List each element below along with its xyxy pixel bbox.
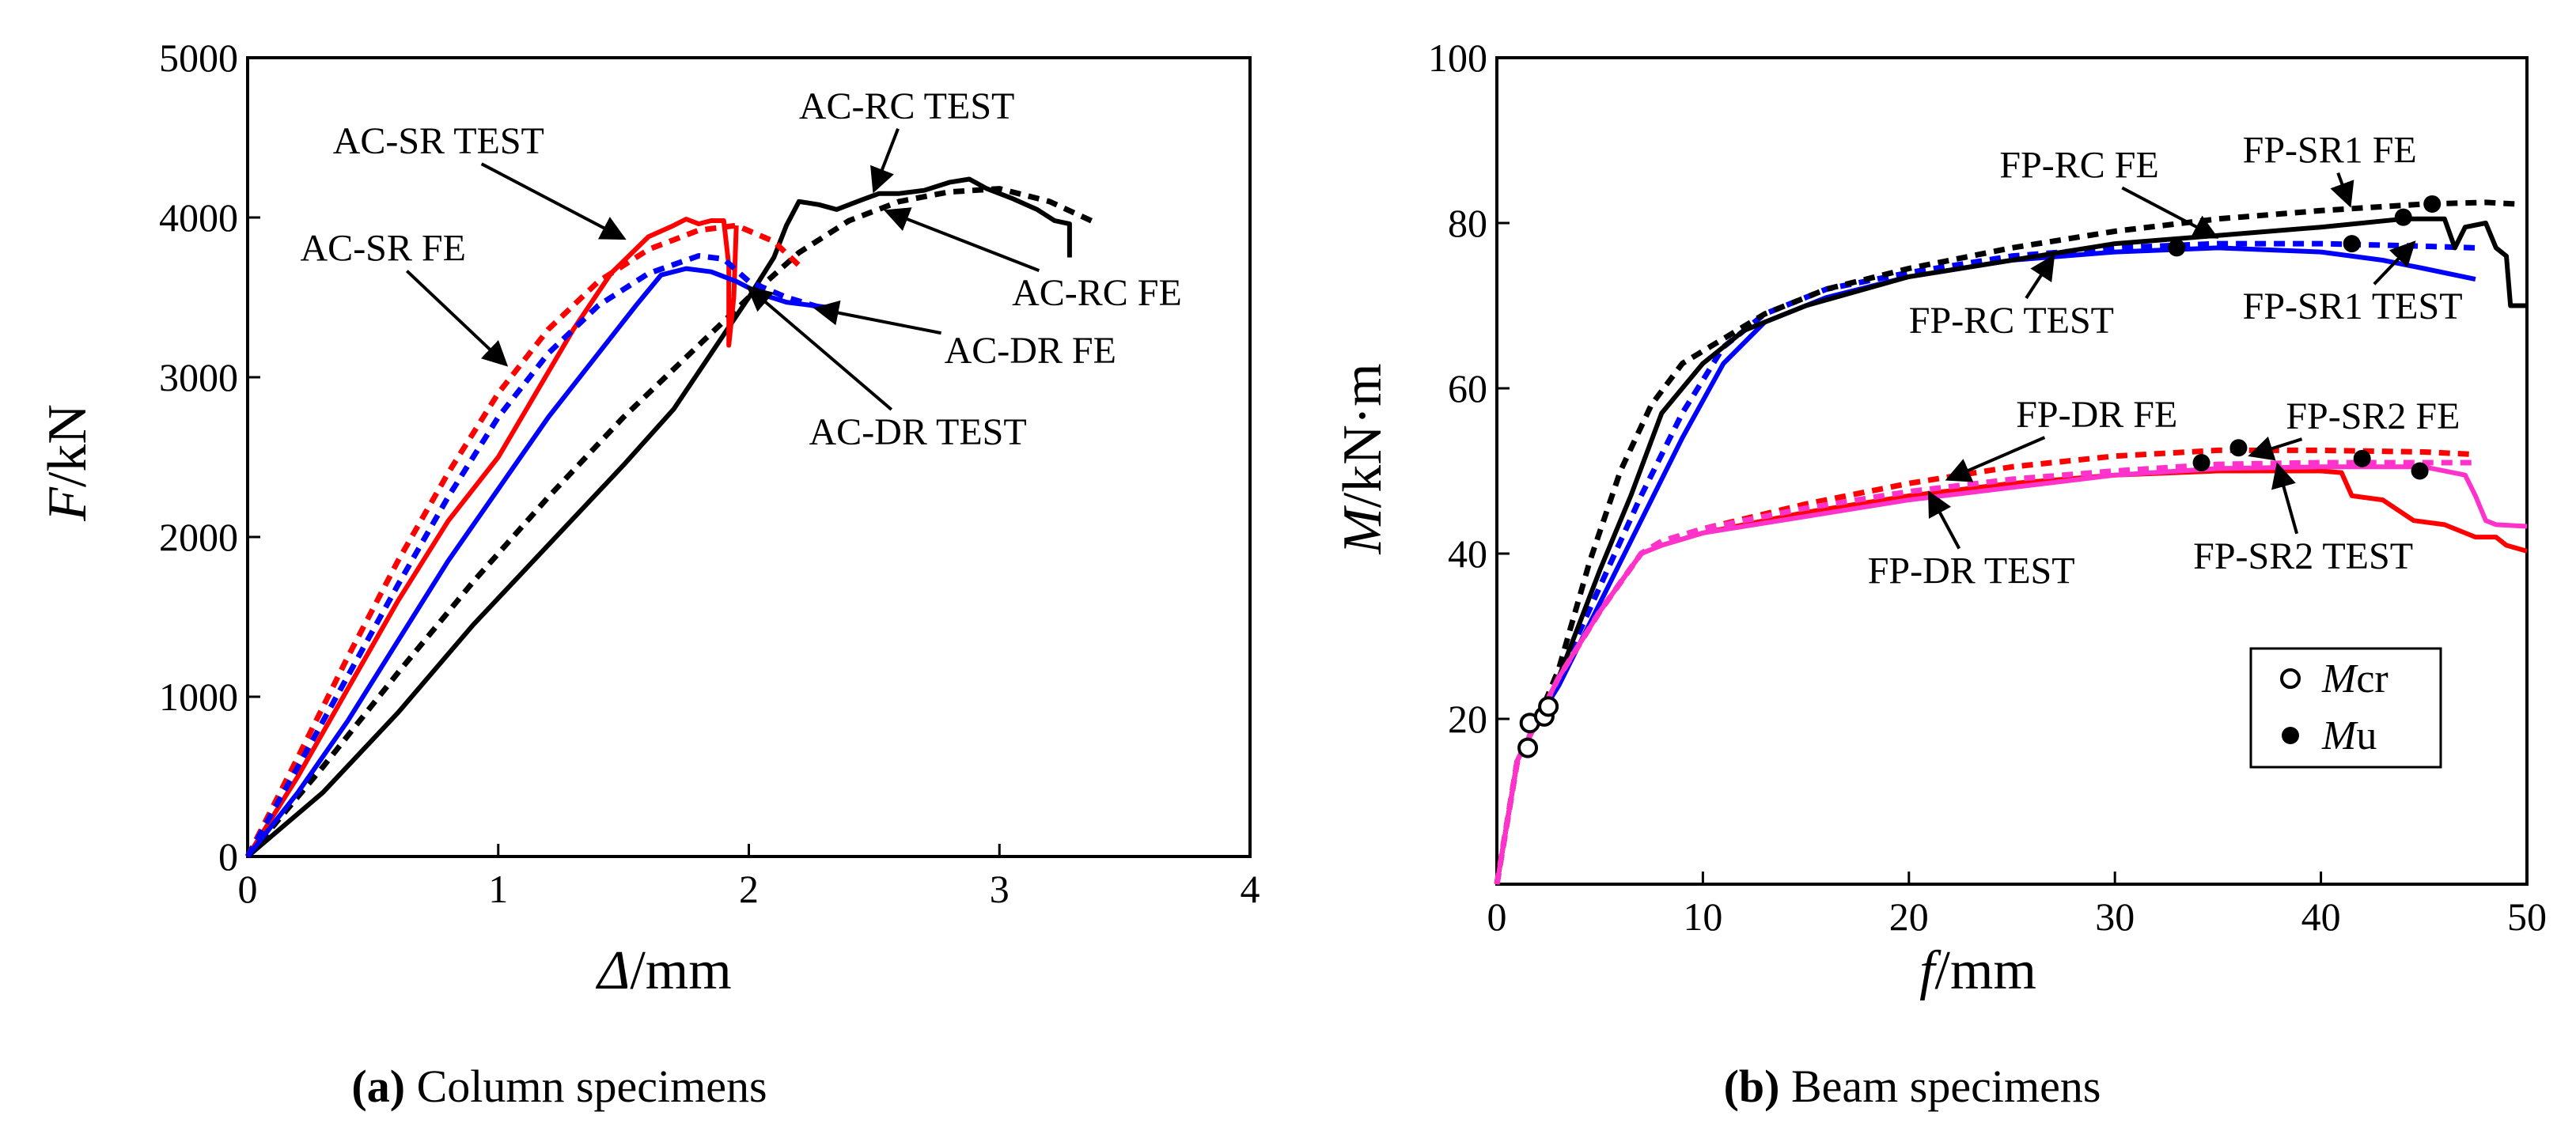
- annotation-arrow: [2373, 240, 2416, 286]
- annotation-arrow: [2330, 172, 2354, 208]
- y-tick-label: 100: [1428, 36, 1487, 80]
- annotation-label: AC-SR FE: [301, 228, 466, 270]
- annotation-arrow: [1927, 490, 1961, 550]
- x-tick-label: 40: [2301, 894, 2341, 939]
- annotation-label: AC-RC FE: [1012, 272, 1182, 314]
- y-tick-label: 1000: [159, 675, 238, 719]
- plot-frame-a: [246, 56, 1252, 858]
- legend-mcr-marker: [2280, 668, 2301, 689]
- x-tick-label: 50: [2507, 894, 2547, 939]
- legend: Mcr Mu: [2249, 647, 2442, 769]
- chart-column-specimens: 0 1 2 3 4 0 1000 2000 3000 4000 5000 AC-RC TEST AC-S…: [159, 36, 1260, 911]
- marker-mu: [2192, 454, 2210, 472]
- annotation-label: FP-DR TEST: [1868, 550, 2075, 592]
- y-tick-label: 40: [1448, 531, 1487, 576]
- annotation-arrow: [2025, 254, 2055, 300]
- marker-mu: [2168, 239, 2186, 257]
- annotation-label: AC-DR FE: [945, 330, 1116, 372]
- marker-mu: [2411, 462, 2429, 480]
- annotation-arrow: [1945, 436, 2046, 482]
- marker-mu: [2394, 208, 2412, 226]
- series-fp-sr1-fe: [1494, 199, 2517, 885]
- annotation-label: FP-DR FE: [2016, 394, 2177, 436]
- ylabel-a: F/kN: [37, 404, 98, 522]
- x-tick-label: 2: [739, 867, 759, 911]
- annotation-arrow: [2248, 436, 2303, 461]
- annotation-label: FP-SR2 TEST: [2193, 535, 2413, 577]
- annotation-label: FP-RC TEST: [1909, 300, 2114, 342]
- y-tick-label: 3000: [159, 355, 238, 399]
- y-tick-label: 2000: [159, 515, 238, 559]
- marker-mu: [2423, 195, 2442, 213]
- marker-mcr: [1538, 696, 1559, 717]
- series-ac-rc-fe: [245, 186, 1097, 859]
- y-tick-label: 80: [1448, 201, 1487, 245]
- annotation-label: FP-SR1 FE: [2243, 130, 2417, 172]
- series-ac-dr-fe: [244, 253, 825, 858]
- legend-mcr-label: Mcr: [2321, 656, 2388, 701]
- annotation-label: AC-SR TEST: [333, 120, 544, 162]
- annotation-label: AC-DR TEST: [809, 411, 1027, 453]
- legend-mu-label: Mu: [2321, 713, 2377, 758]
- annotation-label: FP-RC FE: [1999, 145, 2158, 187]
- marker-mu: [2343, 235, 2361, 253]
- x-tick-label: 10: [1683, 894, 1722, 939]
- series-fp-sr1-test: [1494, 216, 2527, 885]
- y-tick-label: 4000: [159, 195, 238, 240]
- x-tick-label: 0: [238, 867, 258, 911]
- annotation-arrow: [480, 162, 627, 240]
- marker-mu: [2229, 439, 2248, 457]
- legend-box: [2249, 647, 2442, 769]
- y-tick-label: 0: [218, 834, 238, 879]
- x-tick-label: 4: [1241, 867, 1260, 911]
- x-tick-label: 30: [2095, 894, 2135, 939]
- y-tick-label: 20: [1448, 697, 1487, 741]
- xlabel-a: Δ/mm: [595, 940, 731, 1001]
- annotation-label: FP-SR2 FE: [2286, 395, 2460, 437]
- marker-mu: [2353, 449, 2371, 467]
- y-tick-label: 5000: [159, 36, 238, 80]
- plot-frame-b: [1495, 56, 2529, 886]
- caption-a: (a) Column specimens: [351, 1061, 767, 1112]
- chart-beam-specimens: 0 10 20 30 40 50 20 40 60 80 100 FP-SR1 FE FP-RC FE F…: [1428, 36, 2547, 939]
- annotation-arrow: [813, 300, 941, 335]
- ylabel-b: M/kN·m: [1332, 363, 1393, 554]
- marker-mcr: [1517, 737, 1539, 758]
- x-tick-label: 1: [488, 867, 508, 911]
- legend-mu-marker: [2282, 727, 2299, 744]
- xlabel-b: f/mm: [1919, 940, 2036, 1001]
- annotation-arrow: [405, 270, 509, 367]
- y-tick-label: 60: [1448, 366, 1487, 410]
- annotation-arrow: [2121, 186, 2219, 239]
- x-tick-label: 0: [1487, 894, 1507, 939]
- annotation-arrow: [746, 286, 893, 411]
- x-tick-label: 3: [990, 867, 1010, 911]
- x-tick-label: 20: [1889, 894, 1929, 939]
- series-ac-sr-fe: [244, 222, 801, 858]
- annotation-label: AC-RC TEST: [799, 85, 1014, 127]
- annotation-label: FP-SR1 TEST: [2243, 286, 2463, 327]
- annotation-arrow: [883, 207, 1040, 272]
- annotation-arrow: [2271, 462, 2299, 535]
- annotation-arrow: [870, 128, 900, 194]
- series-ac-rc-test: [246, 176, 1072, 859]
- caption-b: (b) Beam specimens: [1724, 1061, 2101, 1112]
